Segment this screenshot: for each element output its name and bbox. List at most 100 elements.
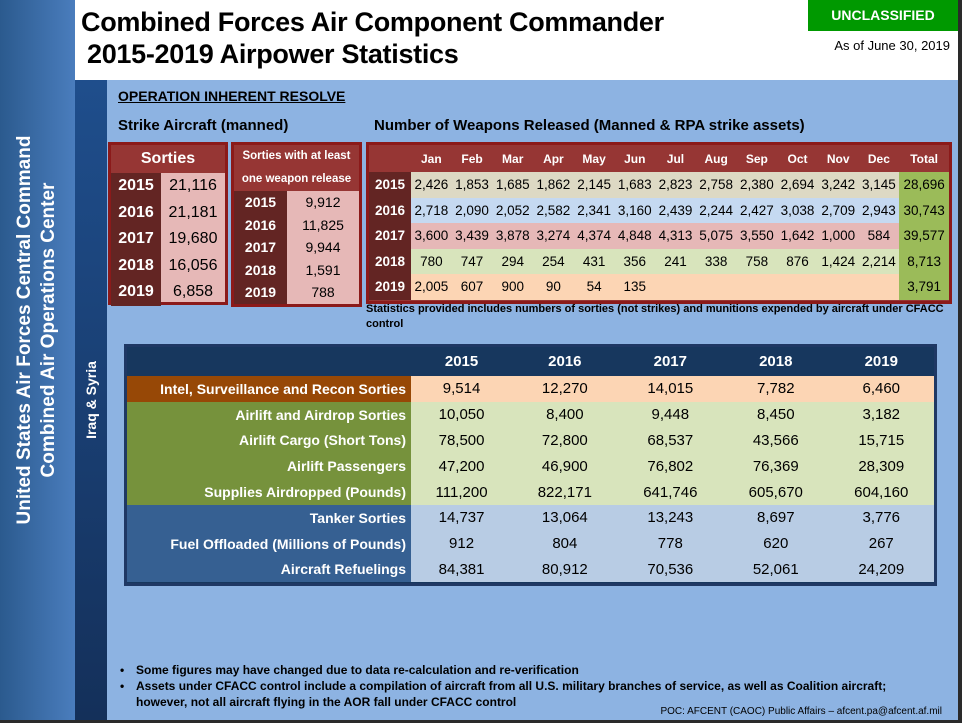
total-value: 8,713 xyxy=(899,248,949,274)
stats-row: Intel, Surveillance and Recon Sorties 9,5… xyxy=(127,376,934,402)
month-value xyxy=(737,274,778,300)
metric-value: 84,381 xyxy=(411,556,513,583)
weapons-row-2018: 2018 780 747 294 254 431 356 241 338 758 876 1,424 2… xyxy=(369,248,949,274)
month-value: 356 xyxy=(623,253,647,269)
month-value: 431 xyxy=(582,253,606,269)
month-value: 5,075 xyxy=(699,228,734,244)
year-header: 2016 xyxy=(548,353,582,370)
year-cell: 2016 xyxy=(111,199,161,226)
year-cell: 2018 xyxy=(234,258,287,282)
metric-value: 778 xyxy=(617,530,724,557)
value-cell: 6,858 xyxy=(172,283,214,300)
month-value: 2,341 xyxy=(577,202,611,218)
month-value: 3,038 xyxy=(780,202,815,218)
metric-value: 9,448 xyxy=(617,401,724,428)
year-cell: 2016 xyxy=(369,197,411,223)
month-header: Dec xyxy=(867,151,890,166)
month-value: 3,145 xyxy=(862,177,896,193)
weapons-title: Number of Weapons Released (Manned & RPA… xyxy=(374,117,805,134)
frame-bottom xyxy=(0,720,962,723)
metric-value: 10,050 xyxy=(411,401,513,428)
year-cell: 2019 xyxy=(369,274,411,300)
weapon-sorties-row: 2016 11,825 xyxy=(234,213,359,237)
total-value: 30,743 xyxy=(899,197,949,223)
value-cell: 11,825 xyxy=(302,216,344,233)
year-cell: 2017 xyxy=(111,226,161,253)
stats-row: Airlift Passengers 47,200 46,900 76,802 76,3… xyxy=(127,453,934,480)
metric-label: Airlift Passengers xyxy=(127,453,411,480)
month-value: 90 xyxy=(545,279,561,295)
month-value: 2,214 xyxy=(862,253,896,269)
month-value: 1,862 xyxy=(536,177,571,193)
month-value: 2,426 xyxy=(414,177,449,193)
org-name: United States Air Forces Central Command… xyxy=(13,136,61,525)
metric-value: 24,209 xyxy=(828,556,934,583)
footnote: Some figures may have changed due to dat… xyxy=(118,662,918,678)
weapons-row-2015: 2015 2,426 1,853 1,685 1,862 2,145 1,683 2,823 2… xyxy=(369,172,949,198)
metric-label: Airlift and Airdrop Sorties xyxy=(127,401,411,428)
metric-value: 604,160 xyxy=(828,479,934,505)
metric-value: 8,450 xyxy=(723,401,829,428)
year-cell: 2015 xyxy=(369,172,411,198)
weapons-released-table: Jan Feb Mar Apr May Jun Jul Aug Sep Oct Nov Dec Tota… xyxy=(366,142,952,304)
corner-cell xyxy=(127,347,411,376)
month-value: 3,878 xyxy=(495,228,530,244)
month-value: 2,380 xyxy=(739,177,774,193)
stats-row: Fuel Offloaded (Millions of Pounds) 912 80… xyxy=(127,530,934,557)
year-cell: 2015 xyxy=(111,173,161,200)
month-value: 1,000 xyxy=(821,228,856,244)
sorties-row: 2019 6,858 xyxy=(111,279,225,306)
month-value: 2,582 xyxy=(536,202,571,218)
metric-value: 72,800 xyxy=(512,427,618,454)
stats-row: Aircraft Refuelings 84,381 80,912 70,536 52,… xyxy=(127,556,934,583)
weapon-sorties-table: Sorties with at least one weapon release… xyxy=(231,142,362,307)
year-header: 2015 xyxy=(444,353,479,370)
month-value: 2,823 xyxy=(658,177,693,193)
metric-value: 804 xyxy=(512,530,618,557)
metric-value: 47,200 xyxy=(411,453,513,480)
org-band: United States Air Forces Central Command… xyxy=(0,0,75,720)
metric-value: 28,309 xyxy=(828,453,934,480)
year-cell: 2018 xyxy=(369,248,411,274)
month-value: 4,848 xyxy=(617,228,652,244)
stats-row: Airlift and Airdrop Sorties 10,050 8,400 9,… xyxy=(127,401,934,428)
value-cell: 9,944 xyxy=(305,239,341,256)
year-cell: 2017 xyxy=(234,236,287,259)
month-value: 2,758 xyxy=(699,177,734,193)
month-value: 1,683 xyxy=(617,177,652,193)
month-value: 2,244 xyxy=(699,202,734,218)
metric-value: 8,697 xyxy=(723,504,829,531)
org-line-1: United States Air Forces Central Command xyxy=(14,135,35,525)
metric-value: 3,776 xyxy=(828,504,934,531)
poc-contact: POC: AFCENT (CAOC) Public Affairs – afce… xyxy=(660,706,942,717)
weapons-row-2019: 2019 2,005 607 900 90 54 135 3,791 xyxy=(369,274,949,300)
value-cell: 21,116 xyxy=(169,177,217,194)
metric-value: 52,061 xyxy=(723,556,829,583)
month-value: 2,694 xyxy=(780,177,815,193)
month-value: 2,718 xyxy=(414,202,449,218)
month-header: Jul xyxy=(666,151,685,166)
month-value: 2,709 xyxy=(821,202,856,218)
stats-row: Tanker Sorties 14,737 13,064 13,243 8,697 3,7… xyxy=(127,504,934,531)
weapon-sorties-row: 2018 1,591 xyxy=(234,258,359,282)
month-value: 2,145 xyxy=(577,177,611,193)
footnote: Assets under CFACC control include a com… xyxy=(118,678,918,710)
metric-value: 12,270 xyxy=(512,376,618,402)
metric-value: 605,670 xyxy=(723,479,829,505)
weapon-sorties-header: Sorties with at least one weapon release xyxy=(234,145,359,191)
month-header: Jan xyxy=(421,151,442,166)
year-cell: 2016 xyxy=(234,213,287,237)
value-cell: 9,912 xyxy=(305,194,341,210)
metric-value: 620 xyxy=(723,530,829,557)
month-value: 2,427 xyxy=(739,202,774,218)
month-value: 1,424 xyxy=(821,253,856,269)
stats-row: Supplies Airdropped (Pounds) 111,200 822,1… xyxy=(127,479,934,505)
weapon-header-line-1: Sorties with at least xyxy=(242,150,351,162)
month-value xyxy=(696,274,737,300)
metric-value: 43,566 xyxy=(723,427,829,454)
total-value: 3,791 xyxy=(899,274,949,300)
value-cell: 16,056 xyxy=(168,256,218,274)
year-header: 2019 xyxy=(864,353,898,370)
page-title: Combined Forces Air Component Commander … xyxy=(81,6,664,70)
metric-value: 46,900 xyxy=(512,453,618,480)
